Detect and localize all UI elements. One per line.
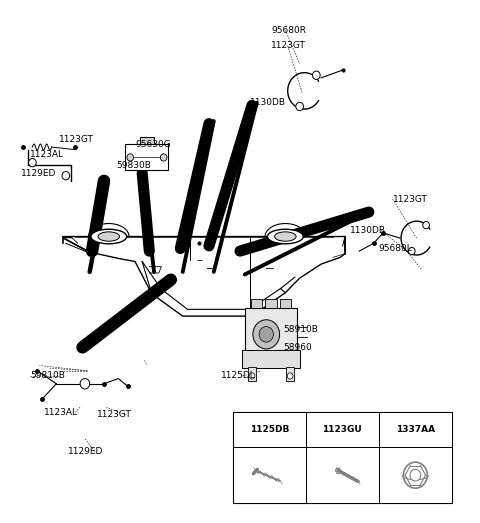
Text: 1123GT: 1123GT bbox=[97, 411, 132, 419]
Text: 95680R: 95680R bbox=[271, 26, 306, 35]
Bar bbox=[248, 367, 256, 381]
Circle shape bbox=[80, 379, 90, 389]
Text: 58910B: 58910B bbox=[283, 325, 318, 334]
Bar bbox=[251, 299, 263, 309]
Text: 1123GT: 1123GT bbox=[393, 195, 428, 203]
Bar bbox=[306, 447, 379, 504]
Ellipse shape bbox=[91, 229, 127, 244]
Circle shape bbox=[287, 373, 293, 379]
Bar bbox=[233, 412, 452, 504]
Circle shape bbox=[404, 462, 427, 488]
Circle shape bbox=[160, 154, 167, 161]
Bar bbox=[280, 299, 291, 309]
Text: 1129ED: 1129ED bbox=[21, 168, 56, 178]
Text: 1123GT: 1123GT bbox=[59, 135, 94, 144]
Bar bbox=[245, 309, 297, 353]
Circle shape bbox=[249, 373, 255, 379]
Circle shape bbox=[62, 172, 70, 180]
Bar bbox=[286, 367, 294, 381]
Bar bbox=[233, 447, 306, 504]
Circle shape bbox=[127, 154, 133, 161]
Bar bbox=[265, 299, 277, 309]
Bar bbox=[379, 412, 452, 447]
Ellipse shape bbox=[267, 229, 303, 244]
Text: 1125DL: 1125DL bbox=[221, 371, 256, 380]
Text: 59830B: 59830B bbox=[116, 161, 151, 170]
Text: 1123GU: 1123GU bbox=[323, 425, 362, 434]
Text: 58960: 58960 bbox=[283, 343, 312, 352]
Text: 59810B: 59810B bbox=[30, 371, 65, 380]
Bar bbox=[125, 144, 168, 170]
Text: 1130DB: 1130DB bbox=[350, 226, 386, 235]
Ellipse shape bbox=[98, 232, 120, 241]
Bar bbox=[379, 447, 452, 504]
Bar bbox=[140, 137, 154, 144]
Circle shape bbox=[312, 71, 320, 79]
Circle shape bbox=[408, 247, 415, 255]
Circle shape bbox=[296, 103, 303, 111]
Bar bbox=[242, 350, 300, 368]
Text: 95680L: 95680L bbox=[378, 244, 412, 253]
Text: 1123GT: 1123GT bbox=[271, 41, 306, 50]
Text: 1129ED: 1129ED bbox=[68, 447, 104, 456]
Text: 1130DB: 1130DB bbox=[250, 98, 286, 107]
Text: 1123AL: 1123AL bbox=[30, 150, 64, 160]
Ellipse shape bbox=[275, 232, 296, 241]
Text: 95630G: 95630G bbox=[135, 140, 171, 149]
Circle shape bbox=[253, 320, 280, 349]
Bar bbox=[306, 412, 379, 447]
Circle shape bbox=[423, 221, 430, 229]
Circle shape bbox=[29, 158, 36, 167]
Text: 1337AA: 1337AA bbox=[396, 425, 435, 434]
Text: 1125DB: 1125DB bbox=[250, 425, 289, 434]
Circle shape bbox=[410, 469, 421, 481]
Bar bbox=[233, 412, 306, 447]
Circle shape bbox=[259, 326, 274, 342]
Text: 1123AL: 1123AL bbox=[44, 408, 78, 417]
